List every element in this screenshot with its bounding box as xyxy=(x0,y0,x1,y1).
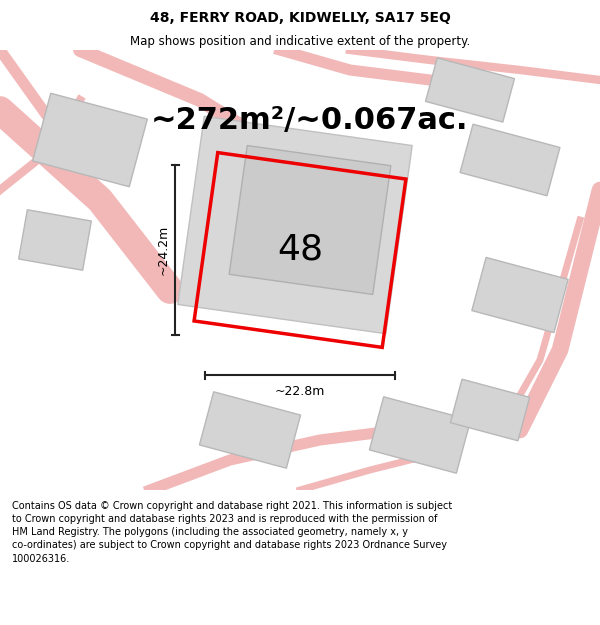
Polygon shape xyxy=(229,146,391,294)
Polygon shape xyxy=(199,392,301,468)
Text: Contains OS data © Crown copyright and database right 2021. This information is : Contains OS data © Crown copyright and d… xyxy=(12,501,452,564)
Text: ~272m²/~0.067ac.: ~272m²/~0.067ac. xyxy=(151,106,469,134)
Polygon shape xyxy=(370,397,470,473)
Polygon shape xyxy=(451,379,530,441)
Text: 48: 48 xyxy=(277,233,323,267)
Polygon shape xyxy=(178,116,412,334)
Text: ~22.8m: ~22.8m xyxy=(275,385,325,398)
Text: ~24.2m: ~24.2m xyxy=(157,225,170,275)
Text: 48, FERRY ROAD, KIDWELLY, SA17 5EQ: 48, FERRY ROAD, KIDWELLY, SA17 5EQ xyxy=(149,11,451,25)
Polygon shape xyxy=(32,93,148,187)
Polygon shape xyxy=(460,124,560,196)
Text: Map shows position and indicative extent of the property.: Map shows position and indicative extent… xyxy=(130,35,470,48)
Polygon shape xyxy=(19,210,91,270)
Polygon shape xyxy=(425,58,514,122)
Polygon shape xyxy=(472,258,568,332)
